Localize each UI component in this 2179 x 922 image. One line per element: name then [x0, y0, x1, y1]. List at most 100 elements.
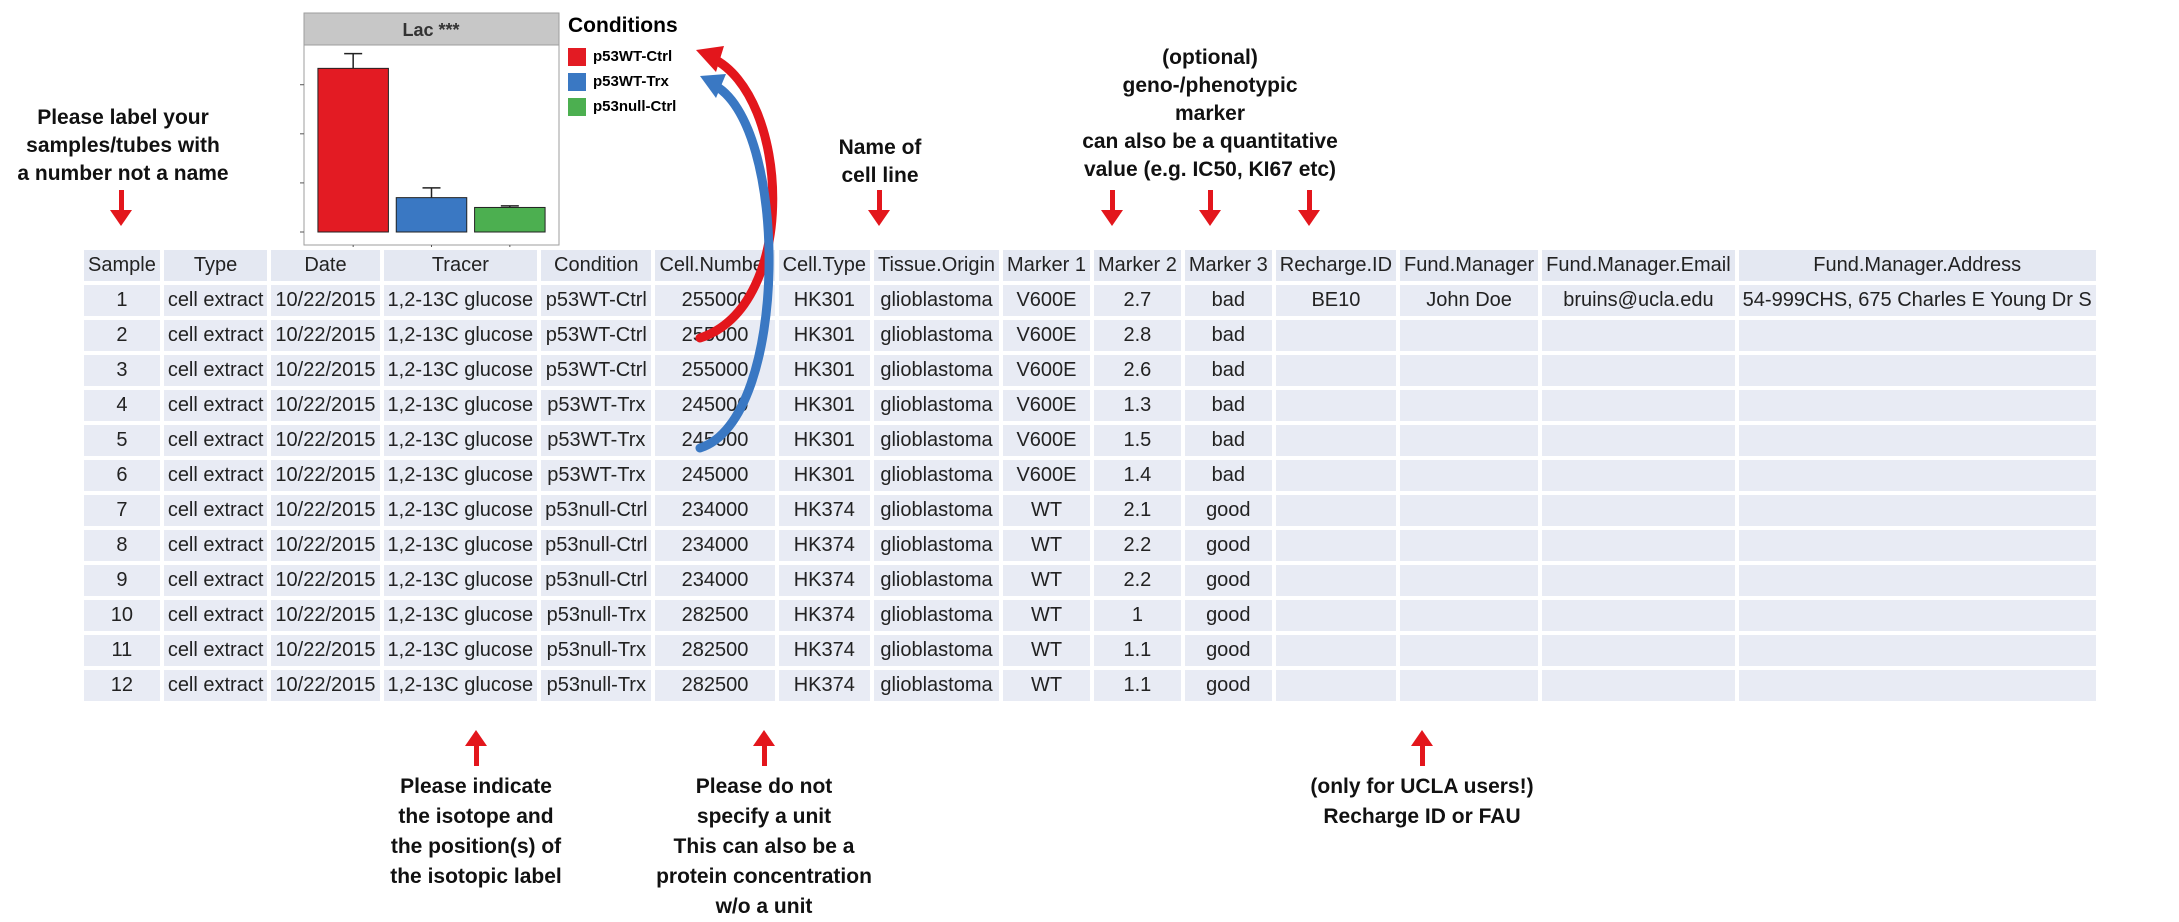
table-cell: V600E [1003, 390, 1090, 421]
table-row: 6 cell extract 10/22/2015 1,2-13C glucose p5… [84, 460, 2096, 491]
table-cell: cell extract [163, 530, 268, 561]
table-cell [1542, 425, 1735, 456]
table-cell: HK374 [778, 530, 870, 561]
table-cell: 10/22/2015 [271, 635, 380, 666]
table-cell: 1.5 [1093, 425, 1181, 456]
table-cell: bruins@ucla.edu [1542, 285, 1735, 316]
table-cell: good [1184, 635, 1272, 666]
legend-title: Conditions [568, 14, 678, 37]
table-cell: glioblastoma [873, 390, 1000, 421]
column-header: Fund.Manager.Email [1542, 250, 1735, 281]
table-cell: HK301 [778, 460, 870, 491]
table-cell: glioblastoma [873, 285, 1000, 316]
note-sample-label: Please label your samples/tubes with a n… [17, 106, 229, 185]
legend-label: p53WT-Trx [593, 73, 669, 90]
table-cell: 1,2-13C glucose [383, 460, 538, 491]
table-cell [1542, 600, 1735, 631]
table-cell [1400, 320, 1539, 351]
legend-label: p53null-Ctrl [593, 98, 677, 115]
legend-label: p53WT-Ctrl [593, 48, 673, 65]
table-cell [1275, 425, 1397, 456]
table-cell: 6 [84, 460, 160, 491]
column-header: Date [271, 250, 380, 281]
table-cell: 1,2-13C glucose [383, 670, 538, 701]
table-cell: cell extract [163, 670, 268, 701]
chart-panel-header [303, 12, 560, 46]
table-cell [1275, 530, 1397, 561]
column-header: Fund.Manager.Address [1738, 250, 2096, 281]
bar-p53wt-ctrl [317, 67, 389, 233]
table-row: 7 cell extract 10/22/2015 1,2-13C glucose p5… [84, 495, 2096, 526]
table-cell: WT [1003, 565, 1090, 596]
table-cell [1275, 355, 1397, 386]
table-cell: glioblastoma [873, 670, 1000, 701]
table-cell: 2.8 [1093, 320, 1181, 351]
table-cell: V600E [1003, 355, 1090, 386]
table-cell [1400, 530, 1539, 561]
table-cell: cell extract [163, 425, 268, 456]
table-cell [1275, 565, 1397, 596]
column-header: Tracer [383, 250, 538, 281]
table-cell: HK374 [778, 600, 870, 631]
table-row: 2 cell extract 10/22/2015 1,2-13C glucose p5… [84, 320, 2096, 351]
table-cell: cell extract [163, 565, 268, 596]
legend-swatch [568, 97, 586, 116]
column-header: Sample [84, 250, 160, 281]
table-header-row: Sample Type Date Tracer Condition Cell.Number… [84, 250, 2096, 281]
table-cell: 8 [84, 530, 160, 561]
table-cell: 7 [84, 495, 160, 526]
table-cell [1400, 460, 1539, 491]
table-cell: HK301 [778, 285, 870, 316]
table-cell [1542, 355, 1735, 386]
table-cell: glioblastoma [873, 635, 1000, 666]
table-cell [1400, 425, 1539, 456]
table-cell: 1,2-13C glucose [383, 425, 538, 456]
table-cell: p53WT-Ctrl [541, 355, 652, 386]
note-cell-number: Please do not specify a unit This can al… [656, 775, 872, 918]
table-cell: bad [1184, 285, 1272, 316]
table-cell: p53null-Trx [541, 635, 652, 666]
table-cell: 234000 [655, 530, 775, 561]
table-cell [1542, 320, 1735, 351]
table-cell: 10 [84, 600, 160, 631]
column-header: Cell.Type [778, 250, 870, 281]
table-cell: p53WT-Trx [541, 460, 652, 491]
table-cell: V600E [1003, 285, 1090, 316]
table-cell: bad [1184, 390, 1272, 421]
table-cell: 10/22/2015 [271, 460, 380, 491]
table-cell: 282500 [655, 600, 775, 631]
column-header: Marker 2 [1093, 250, 1181, 281]
table-cell: 54-999CHS, 675 Charles E Young Dr S [1738, 285, 2096, 316]
table-cell: HK301 [778, 425, 870, 456]
table-row: 10 cell extract 10/22/2015 1,2-13C glucose p… [84, 600, 2096, 631]
table-cell [1275, 390, 1397, 421]
table-cell: glioblastoma [873, 460, 1000, 491]
table-cell [1738, 355, 2096, 386]
table-cell: BE10 [1275, 285, 1397, 316]
table-cell: bad [1184, 460, 1272, 491]
table-cell: 1,2-13C glucose [383, 530, 538, 561]
table-cell [1738, 530, 2096, 561]
table-cell: 3 [84, 355, 160, 386]
chart-title: Lac *** [402, 20, 459, 40]
table-cell: 5 [84, 425, 160, 456]
table-cell [1738, 425, 2096, 456]
table-cell: 1,2-13C glucose [383, 390, 538, 421]
table-cell: glioblastoma [873, 600, 1000, 631]
table-cell [1275, 495, 1397, 526]
table-cell: 1.1 [1093, 670, 1181, 701]
table-cell: glioblastoma [873, 495, 1000, 526]
table-cell: 234000 [655, 495, 775, 526]
table-cell: bad [1184, 320, 1272, 351]
table-cell: 4 [84, 390, 160, 421]
table-cell: p53null-Trx [541, 600, 652, 631]
table-cell: 1,2-13C glucose [383, 320, 538, 351]
table-cell: bad [1184, 425, 1272, 456]
table-cell: good [1184, 670, 1272, 701]
note-marker: (optional) geno-/phenotypic marker can a… [1082, 46, 1338, 181]
blue-curve-arrowhead [700, 74, 726, 98]
table-cell: HK301 [778, 320, 870, 351]
table-cell: 2.7 [1093, 285, 1181, 316]
table-cell [1275, 460, 1397, 491]
column-header: Type [163, 250, 268, 281]
